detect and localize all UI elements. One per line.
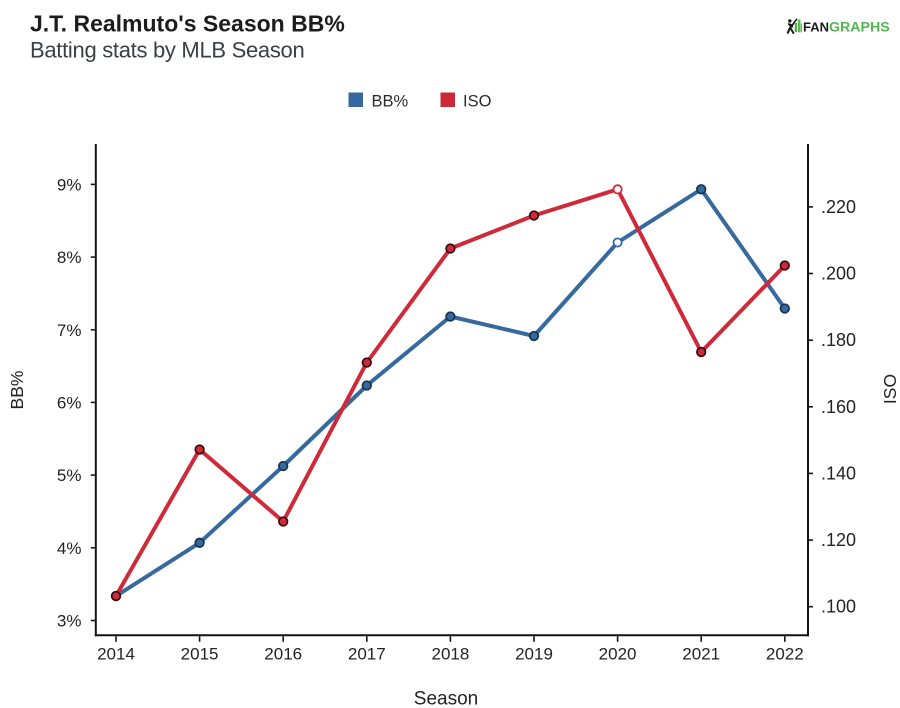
svg-text:2020: 2020 (599, 645, 637, 664)
svg-text:6%: 6% (57, 393, 82, 412)
svg-text:9%: 9% (57, 175, 82, 194)
svg-text:Season: Season (414, 689, 478, 708)
svg-text:7%: 7% (57, 321, 82, 340)
svg-text:2019: 2019 (515, 645, 553, 664)
svg-text:.120: .120 (821, 530, 856, 550)
svg-text:2018: 2018 (431, 645, 469, 664)
svg-text:.140: .140 (821, 463, 856, 483)
svg-text:ISO: ISO (463, 93, 492, 111)
svg-text:4%: 4% (57, 539, 82, 558)
svg-text:2015: 2015 (181, 645, 219, 664)
svg-text:2022: 2022 (766, 645, 804, 664)
svg-text:2016: 2016 (264, 645, 302, 664)
svg-text:.180: .180 (821, 330, 856, 350)
svg-text:.100: .100 (821, 597, 856, 617)
svg-text:FAN: FAN (803, 19, 829, 34)
svg-text:GRAPHS: GRAPHS (829, 19, 890, 35)
svg-text:BB%: BB% (7, 371, 27, 410)
svg-text:2014: 2014 (97, 645, 135, 664)
svg-text:8%: 8% (57, 248, 82, 267)
svg-text:2021: 2021 (682, 645, 720, 664)
svg-text:3%: 3% (57, 612, 82, 631)
svg-text:.220: .220 (821, 197, 856, 217)
svg-text:BB%: BB% (372, 93, 409, 111)
svg-text:2017: 2017 (348, 645, 386, 664)
svg-text:5%: 5% (57, 466, 82, 485)
svg-text:ISO: ISO (880, 374, 900, 404)
svg-text:J.T. Realmuto's Season BB%: J.T. Realmuto's Season BB% (30, 11, 345, 37)
svg-text:Batting stats by MLB Season: Batting stats by MLB Season (30, 38, 304, 63)
svg-text:.160: .160 (821, 397, 856, 417)
svg-text:.200: .200 (821, 264, 856, 284)
